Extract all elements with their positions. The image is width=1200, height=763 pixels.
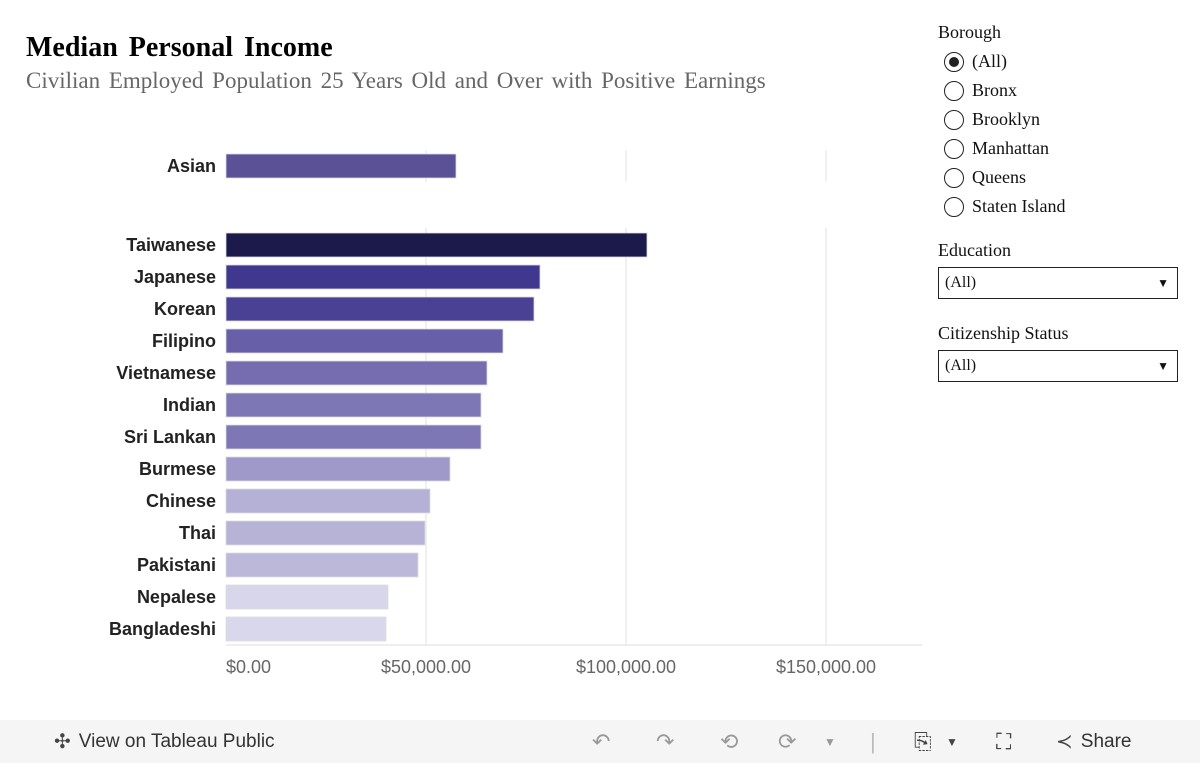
category-label: Pakistani [137, 555, 216, 575]
education-value: (All) [945, 274, 977, 291]
radio-selected-dot [949, 56, 959, 67]
bar [225, 392, 482, 418]
x-tick-label: $0.00 [226, 657, 271, 677]
category-label: Asian [167, 156, 216, 176]
category-label: Indian [163, 395, 216, 415]
bar-chart: Asian Taiwanese Japanese Korean Filipino Viet… [109, 150, 922, 677]
radio-button[interactable] [944, 80, 964, 101]
bar [225, 424, 482, 450]
category-label: Bangladeshi [109, 619, 216, 639]
share-button[interactable]: ≺ Share [1056, 729, 1131, 754]
bar [225, 584, 389, 610]
education-select[interactable]: (All) ▼ [938, 267, 1178, 299]
borough-option-label: Staten Island [972, 196, 1066, 216]
category-label: Burmese [139, 459, 216, 479]
tableau-logo-icon: ✣ [54, 731, 71, 753]
borough-option-label: Manhattan [972, 138, 1049, 158]
x-tick-label: $100,000.00 [576, 657, 676, 677]
category-label: Filipino [152, 331, 216, 351]
radio-button[interactable] [944, 51, 964, 72]
category-label: Korean [154, 299, 216, 319]
borough-option[interactable]: Manhattan [944, 134, 1065, 163]
redo-icon[interactable]: ↷ [656, 728, 675, 754]
divider: | [870, 728, 876, 754]
borough-option[interactable]: Brooklyn [944, 105, 1065, 134]
category-label: Vietnamese [116, 363, 216, 383]
bar [225, 488, 431, 514]
borough-option-label: Bronx [972, 80, 1017, 100]
bar [225, 552, 419, 578]
bar [225, 616, 387, 642]
revert-icon[interactable]: ⟲ [720, 728, 739, 754]
view-on-tableau-link[interactable]: ✣ View on Tableau Public [54, 729, 275, 754]
chart-title: Median Personal Income [26, 32, 333, 63]
chart-subtitle: Civilian Employed Population 25 Years Ol… [26, 68, 766, 93]
x-tick-label: $50,000.00 [381, 657, 471, 677]
borough-filter: Borough (All) Bronx Brooklyn Manhattan Queen… [938, 22, 1065, 221]
share-icon: ≺ [1056, 731, 1073, 753]
category-label: Nepalese [137, 587, 216, 607]
citizenship-select[interactable]: (All) ▼ [938, 350, 1178, 382]
radio-button[interactable] [944, 167, 964, 188]
refresh-dropdown-icon[interactable]: ▼ [824, 734, 836, 749]
share-label: Share [1080, 730, 1132, 752]
borough-option-label: Brooklyn [972, 109, 1041, 129]
borough-option-label: Queens [972, 167, 1026, 187]
education-filter: Education (All) ▼ [938, 240, 1178, 299]
citizenship-value: (All) [945, 357, 977, 374]
radio-button[interactable] [944, 138, 964, 159]
view-on-tableau-label: View on Tableau Public [78, 730, 275, 752]
education-label: Education [938, 240, 1011, 260]
borough-option[interactable]: Staten Island [944, 192, 1065, 221]
bar [225, 264, 541, 290]
bar [225, 328, 504, 354]
bar [225, 296, 535, 322]
bar [225, 360, 488, 386]
category-label: Taiwanese [126, 235, 216, 255]
borough-label: Borough [938, 22, 1001, 42]
download-dropdown-icon[interactable]: ▼ [946, 734, 958, 749]
download-icon[interactable]: ⎘ [914, 728, 932, 754]
borough-option[interactable]: (All) [944, 47, 1065, 76]
borough-option[interactable]: Bronx [944, 76, 1065, 105]
caret-down-icon: ▼ [1157, 358, 1169, 373]
borough-option[interactable]: Queens [944, 163, 1065, 192]
bar [225, 456, 451, 482]
borough-option-label: (All) [972, 51, 1007, 71]
category-label: Japanese [134, 267, 216, 287]
category-label: Sri Lankan [124, 427, 216, 447]
radio-button[interactable] [944, 109, 964, 130]
fullscreen-icon[interactable]: ⛶ [996, 728, 1012, 754]
toolbar: ✣ View on Tableau Public ↶ ↷ ⟲ ⟳ ▼ | ⎘ ▼… [0, 720, 1200, 763]
bar [225, 520, 426, 546]
citizenship-filter: Citizenship Status (All) ▼ [938, 323, 1178, 382]
bar [225, 153, 457, 179]
category-label: Chinese [146, 491, 216, 511]
undo-icon[interactable]: ↶ [592, 728, 611, 754]
refresh-icon[interactable]: ⟳ [778, 728, 797, 754]
bar [225, 232, 648, 258]
radio-button[interactable] [944, 196, 964, 217]
x-tick-label: $150,000.00 [776, 657, 876, 677]
category-label: Thai [179, 523, 216, 543]
citizenship-label: Citizenship Status [938, 323, 1069, 343]
caret-down-icon: ▼ [1157, 275, 1169, 290]
